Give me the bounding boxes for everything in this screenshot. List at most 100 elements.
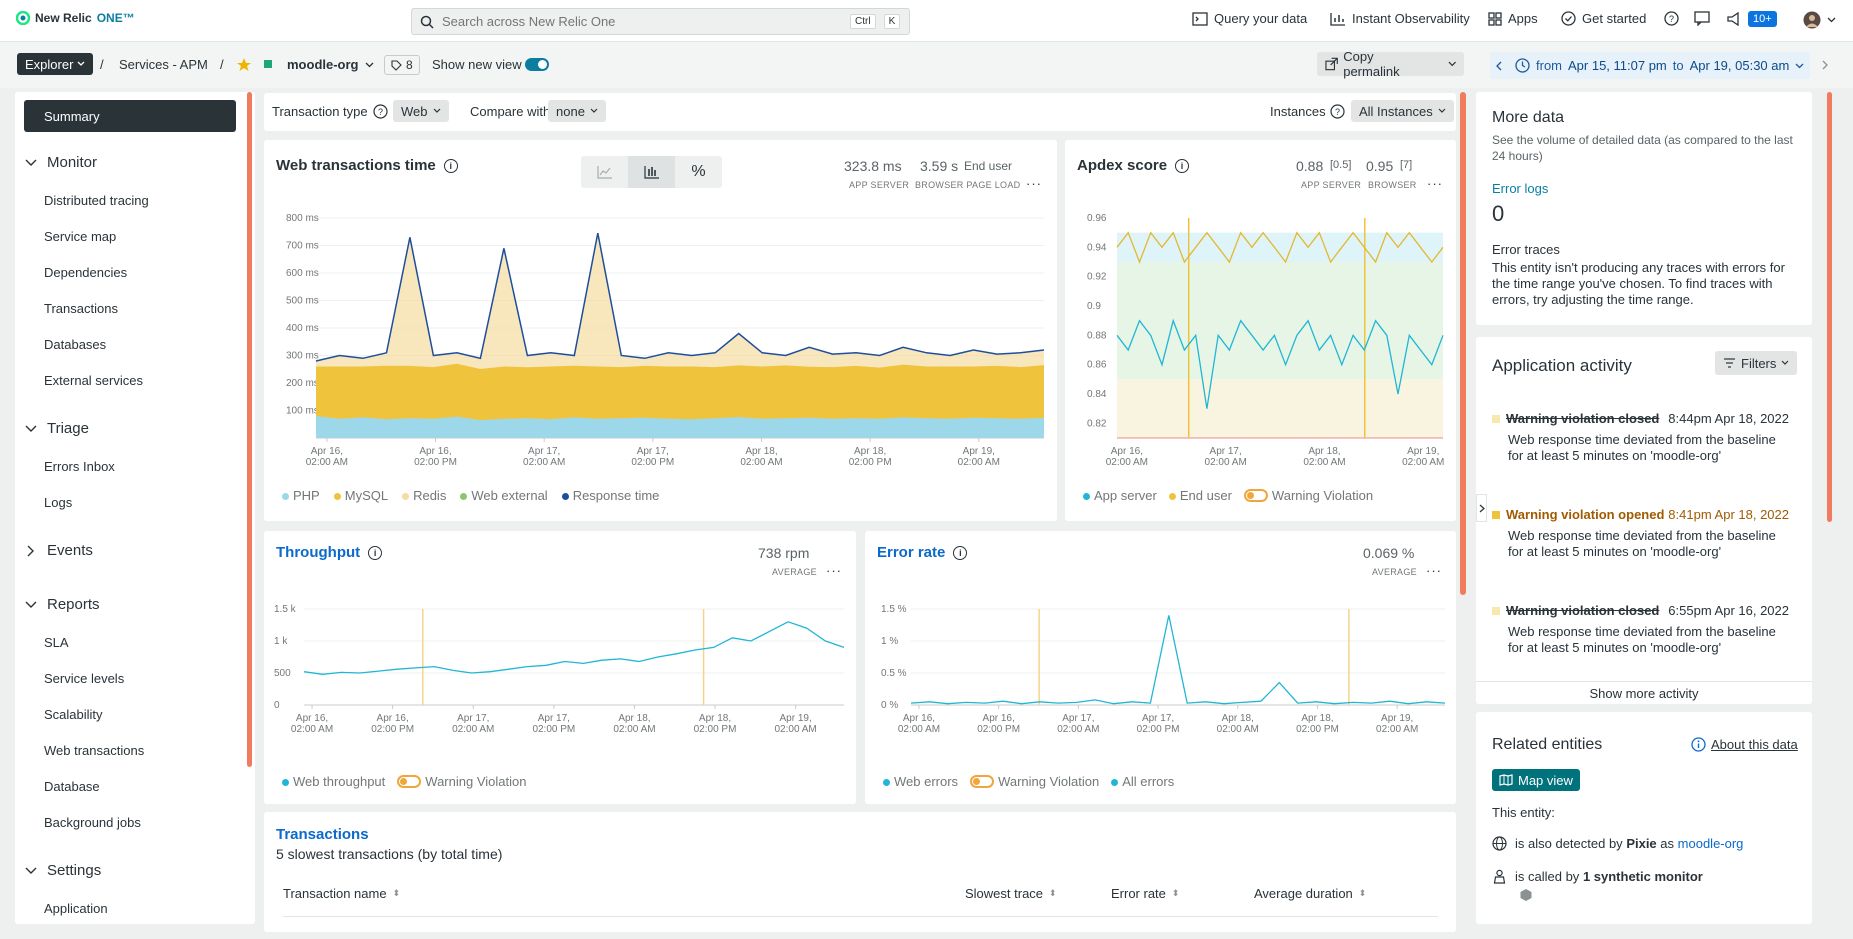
hexagon-icon[interactable] <box>1519 888 1533 902</box>
map-view-button[interactable]: Map view <box>1492 769 1580 791</box>
legend-web-external[interactable]: Web external <box>460 488 548 503</box>
feedback-button[interactable] <box>1694 11 1710 26</box>
tags-button[interactable]: 8 <box>384 55 420 75</box>
transactions-title[interactable]: Transactions <box>276 826 369 843</box>
bar-chart-button[interactable] <box>628 156 675 188</box>
legend-warning-violation[interactable]: Warning Violation <box>1243 488 1373 503</box>
user-menu[interactable] <box>1803 11 1836 29</box>
new-relic-logo[interactable]: New Relic ONE™ <box>16 11 135 25</box>
chevron-right-icon[interactable] <box>1822 60 1829 70</box>
info-icon[interactable]: i <box>953 545 968 560</box>
sidebar-item-summary[interactable]: Summary <box>24 100 236 132</box>
sidebar-item-web-transactions[interactable]: Web transactions <box>44 743 145 758</box>
sidebar-section-monitor[interactable]: Monitor <box>25 154 97 171</box>
right-panel-scrollbar[interactable] <box>1827 92 1832 522</box>
error-logs-link[interactable]: Error logs <box>1492 181 1549 196</box>
sidebar-item-distributed-tracing[interactable]: Distributed tracing <box>44 193 149 208</box>
warning-violation-toggle[interactable] <box>970 775 995 788</box>
sidebar-item-background-jobs[interactable]: Background jobs <box>44 815 141 830</box>
more-options-button[interactable]: ··· <box>826 563 842 578</box>
info-icon[interactable]: i <box>368 545 383 560</box>
legend-all-errors[interactable]: All errors <box>1111 774 1174 789</box>
sidebar-item-databases[interactable]: Databases <box>44 337 107 352</box>
instant-observability-link[interactable]: Instant Observability <box>1330 11 1470 26</box>
legend-end-user[interactable]: End user <box>1168 488 1232 503</box>
about-this-data-link[interactable]: About this data <box>1691 737 1798 752</box>
global-search[interactable]: Ctrl K <box>411 8 910 35</box>
sidebar-item-sla[interactable]: SLA <box>44 635 69 650</box>
warning-violation-toggle[interactable] <box>397 775 422 788</box>
legend-warning-violation[interactable]: Warning Violation <box>397 774 526 789</box>
sidebar-item-external-services[interactable]: External services <box>44 373 143 388</box>
sidebar-scrollbar[interactable] <box>247 92 252 767</box>
sidebar-item-database[interactable]: Database <box>44 779 100 794</box>
transaction-type-select[interactable]: Web <box>393 100 449 122</box>
legend-warning-violation[interactable]: Warning Violation <box>970 774 1099 789</box>
percent-chart-button[interactable]: % <box>675 156 722 188</box>
explorer-button[interactable]: Explorer <box>17 53 94 75</box>
error-rate-title[interactable]: Error rate <box>877 544 946 561</box>
column-transaction-name[interactable]: Transaction name ⬍ <box>283 886 400 901</box>
more-options-button[interactable]: ··· <box>1026 176 1042 191</box>
legend-web-errors[interactable]: Web errors <box>883 774 958 789</box>
sidebar-item-dependencies[interactable]: Dependencies <box>44 265 128 280</box>
activity-item[interactable]: Warning violation closed 6:55pm Apr 16, 2… <box>1492 603 1789 656</box>
sidebar-section-triage[interactable]: Triage <box>25 420 89 437</box>
sidebar-item-service-map[interactable]: Service map <box>44 229 117 244</box>
copy-permalink-button[interactable]: Copy permalink <box>1317 49 1464 79</box>
column-slowest-trace[interactable]: Slowest trace ⬍ <box>965 886 1057 901</box>
sidebar-item-scalability[interactable]: Scalability <box>44 707 103 722</box>
activity-item[interactable]: Warning violation opened 8:41pm Apr 18, 2… <box>1492 507 1789 560</box>
sidebar-item-logs[interactable]: Logs <box>44 495 73 510</box>
entity-name-dropdown[interactable]: moodle-org <box>287 57 374 72</box>
sidebar-section-events[interactable]: Events <box>25 542 93 559</box>
favorite-star-icon[interactable] <box>236 57 252 72</box>
filters-button[interactable]: Filters <box>1715 351 1798 375</box>
legend-response-time[interactable]: Response time <box>561 488 659 503</box>
pixie-entity-link[interactable]: moodle-org <box>1677 836 1744 851</box>
main-scrollbar[interactable] <box>1460 92 1466 595</box>
collapse-right-panel-button[interactable] <box>1476 494 1487 522</box>
help-icon[interactable]: ? <box>373 104 388 119</box>
sidebar-item-errors-inbox[interactable]: Errors Inbox <box>44 459 115 474</box>
activity-item[interactable]: Warning violation closed 8:44pm Apr 18, 2… <box>1492 411 1789 464</box>
sidebar-item-application[interactable]: Application <box>44 901 108 916</box>
sidebar-section-reports[interactable]: Reports <box>25 596 100 613</box>
instances-select[interactable]: All Instances <box>1351 100 1454 122</box>
area-chart-button[interactable] <box>581 156 628 188</box>
query-your-data-link[interactable]: Query your data <box>1192 11 1307 26</box>
legend-mysql[interactable]: MySQL <box>333 488 388 503</box>
chevron-left-icon[interactable] <box>1496 61 1503 71</box>
legend-app-server[interactable]: App server <box>1083 488 1157 503</box>
column-error-rate[interactable]: Error rate ⬍ <box>1111 886 1179 901</box>
legend-php[interactable]: PHP <box>282 488 320 503</box>
notifications-button[interactable]: 10+ <box>1726 11 1777 27</box>
apps-link[interactable]: Apps <box>1488 11 1538 26</box>
show-new-view-toggle[interactable] <box>525 58 549 71</box>
pixie-prefix: is also detected by <box>1515 836 1623 851</box>
throughput-title[interactable]: Throughput <box>276 544 361 561</box>
breadcrumb-apm[interactable]: Services - APM <box>119 57 208 72</box>
activity-time: 6:55pm Apr 16, 2022 <box>1668 603 1789 618</box>
legend-label: Web external <box>471 488 548 503</box>
more-options-button[interactable]: ··· <box>1426 563 1442 578</box>
sidebar-item-service-levels[interactable]: Service levels <box>44 671 125 686</box>
help-icon[interactable]: ? <box>1330 104 1345 119</box>
compare-with-select[interactable]: none <box>548 100 606 122</box>
legend-redis[interactable]: Redis <box>402 488 446 503</box>
column-average-duration[interactable]: Average duration ⬍ <box>1254 886 1366 901</box>
legend-web-throughput[interactable]: Web throughput <box>282 774 385 789</box>
sidebar-item-transactions[interactable]: Transactions <box>44 301 118 316</box>
warning-violation-toggle[interactable] <box>1243 489 1268 502</box>
get-started-link[interactable]: Get started <box>1561 11 1646 26</box>
search-input[interactable] <box>442 14 842 29</box>
x-tick-label: 02:00 AM <box>291 724 333 735</box>
info-icon[interactable]: i <box>443 158 458 173</box>
help-button[interactable]: ? <box>1664 11 1679 26</box>
filter-icon <box>1724 358 1735 368</box>
time-picker[interactable]: from Apr 15, 11:07 pm to Apr 19, 05:30 a… <box>1490 52 1810 79</box>
more-options-button[interactable]: ··· <box>1427 176 1443 191</box>
show-more-activity-button[interactable]: Show more activity <box>1476 681 1812 704</box>
info-icon[interactable]: i <box>1175 158 1190 173</box>
sidebar-section-settings[interactable]: Settings <box>25 862 101 879</box>
